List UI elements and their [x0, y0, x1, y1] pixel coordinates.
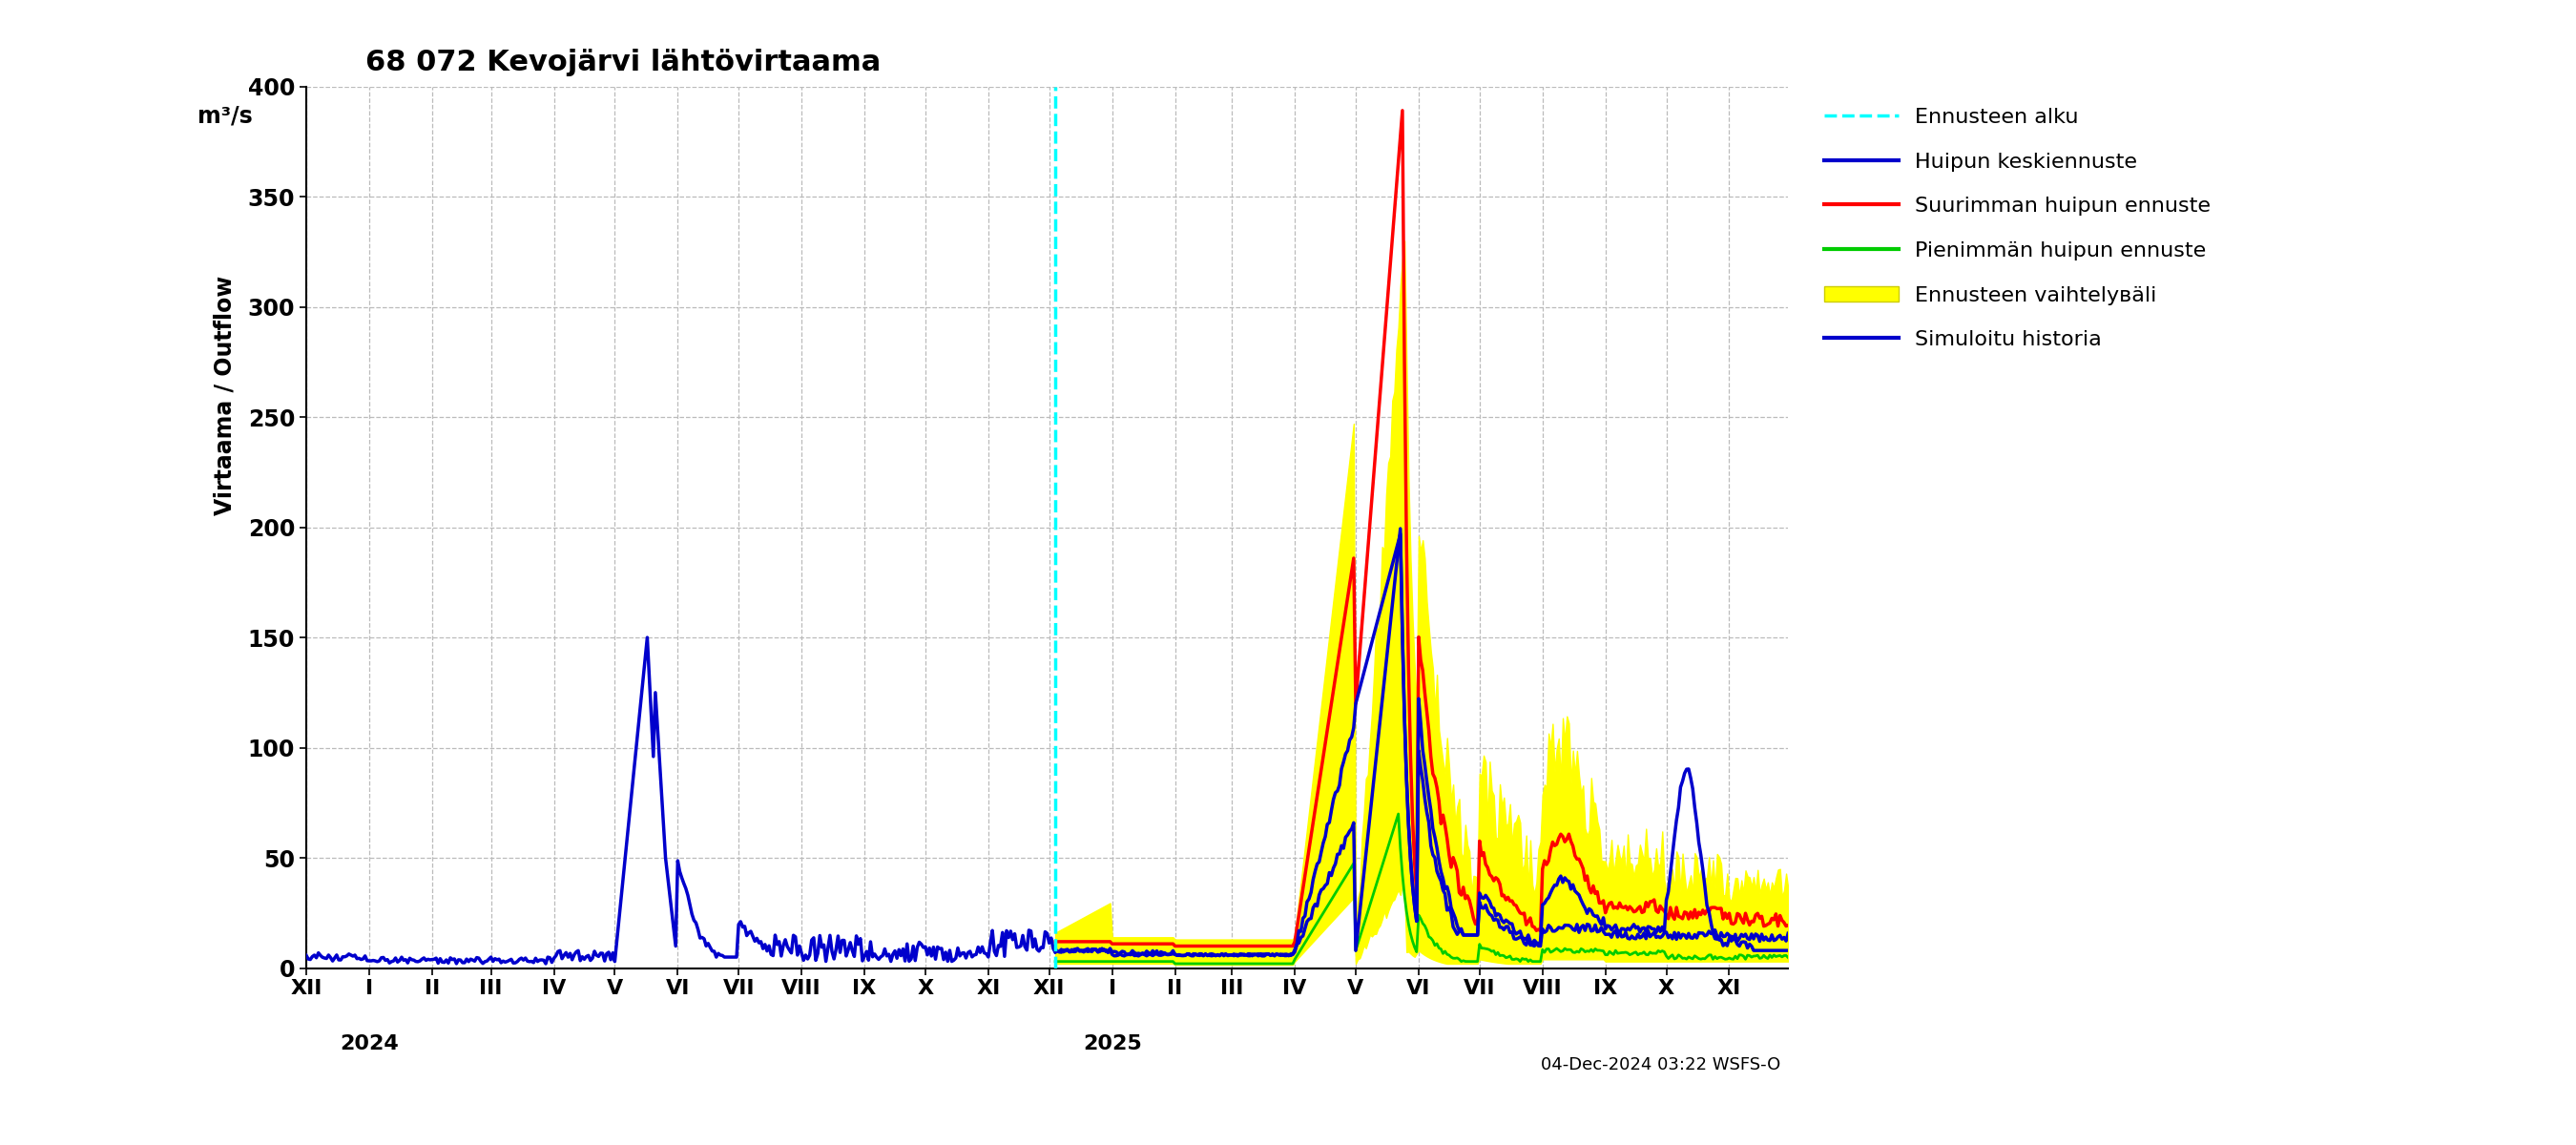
Text: 2025: 2025: [1082, 1034, 1141, 1053]
Text: m³/s: m³/s: [198, 104, 252, 127]
Text: 04-Dec-2024 03:22 WSFS-O: 04-Dec-2024 03:22 WSFS-O: [1540, 1056, 1780, 1073]
Text: 68 072 Kevojärvi lähtövirtaama: 68 072 Kevojärvi lähtövirtaama: [366, 48, 881, 77]
Legend: Ennusteen alku, Huipun keskiennuste, Suurimman huipun ennuste, Pienimmän huipun : Ennusteen alku, Huipun keskiennuste, Suu…: [1814, 97, 2221, 360]
Text: 2024: 2024: [340, 1034, 399, 1053]
Text: Virtaama / Outflow: Virtaama / Outflow: [214, 275, 237, 515]
